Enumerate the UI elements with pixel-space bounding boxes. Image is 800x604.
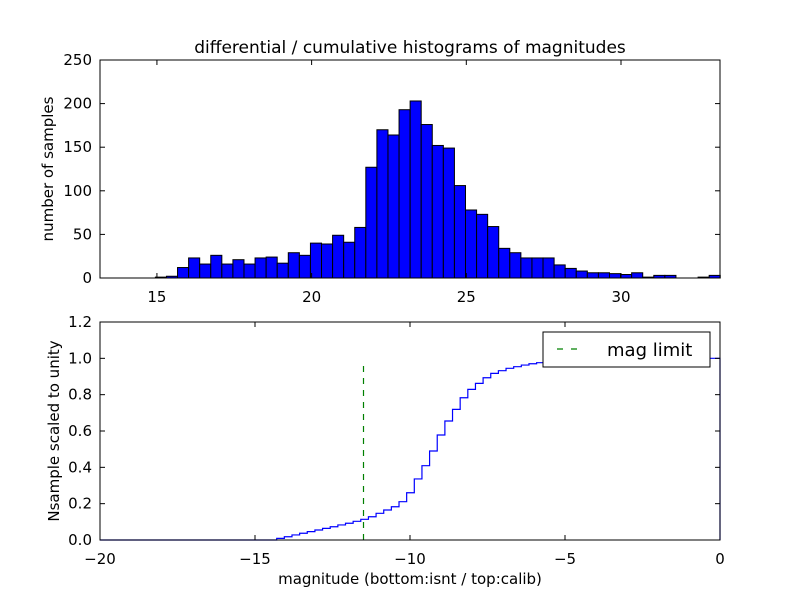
bottom-ticks: −20 −15 −10 −5 0 0.0 0.2 0.4 0.6 0.8 1.0 1.2 [68, 313, 725, 568]
x-tick-label: −20 [84, 550, 116, 568]
x-tick-label: 0 [715, 550, 725, 568]
top-ylabel: number of samples [39, 96, 57, 241]
histogram-bar [365, 166, 378, 279]
legend-label: mag limit [607, 340, 692, 361]
histogram-bar [398, 109, 411, 279]
x-tick-label: −10 [394, 550, 426, 568]
histogram-bar [332, 234, 345, 279]
y-tick-label: 0.6 [68, 422, 92, 440]
legend: mag limit [542, 331, 711, 368]
y-tick-label: 150 [63, 138, 92, 156]
y-tick-label: 200 [63, 95, 92, 113]
histogram-bar [188, 257, 201, 279]
histogram-bar [498, 247, 511, 279]
histogram-bar [177, 267, 190, 279]
histogram-bar [420, 124, 433, 279]
histogram-bar [487, 226, 500, 279]
histogram-bar [453, 185, 467, 279]
histogram-bar [509, 252, 522, 279]
histogram-bar [298, 254, 311, 279]
histogram-bar [210, 254, 223, 279]
y-tick-label: 1.0 [68, 349, 92, 367]
histogram-bar [553, 264, 566, 279]
histogram-bar [620, 274, 633, 279]
x-tick-label: 30 [611, 288, 630, 306]
histogram-bar [243, 263, 256, 279]
y-tick-label: 1.2 [68, 313, 92, 331]
x-tick-label: 20 [302, 288, 321, 306]
histogram-bar [531, 257, 544, 279]
x-tick-label: −5 [554, 550, 576, 568]
y-tick-label: 0 [82, 269, 92, 287]
histogram-bar [608, 273, 622, 279]
histogram-bar [387, 134, 400, 279]
histogram-bar [409, 100, 422, 279]
top-axes-frame [99, 59, 721, 279]
histogram-bar [354, 226, 367, 279]
histogram-bar [199, 263, 212, 279]
y-tick-label: 50 [73, 225, 92, 243]
legend-box [542, 331, 711, 368]
histogram-bar [321, 243, 334, 279]
y-tick-label: 0.4 [68, 458, 92, 476]
histogram-bar [631, 272, 644, 279]
x-tick-label: −15 [239, 550, 271, 568]
chart-title: differential / cumulative histograms of … [194, 38, 626, 58]
histogram-bars [154, 100, 721, 279]
histogram-bar [586, 272, 599, 279]
histogram-plot: 15 20 25 30 0 50 100 150 200 250 number of sample… [39, 51, 721, 306]
histogram-bar [254, 257, 267, 279]
y-tick-label: 0.0 [68, 531, 92, 549]
x-tick-label: 25 [457, 288, 476, 306]
y-tick-label: 250 [63, 51, 92, 69]
histogram-bar [520, 257, 533, 279]
histogram-bar [542, 257, 555, 279]
histogram-bar [232, 259, 245, 279]
y-tick-label: 0.2 [68, 495, 92, 513]
histogram-bar [343, 241, 356, 279]
bottom-ylabel: Nsample scaled to unity [45, 340, 63, 521]
histogram-bar [465, 209, 478, 279]
bottom-xlabel: magnitude (bottom:isnt / top:calib) [278, 570, 542, 588]
histogram-bar [431, 144, 444, 279]
histogram-bar [564, 267, 577, 279]
y-tick-label: 100 [63, 182, 92, 200]
cumulative-plot: −20 −15 −10 −5 0 0.0 0.2 0.4 0.6 0.8 1.0 1.2 magnit… [45, 313, 725, 588]
histogram-bar [276, 262, 289, 279]
histogram-bar [442, 147, 455, 279]
histogram-bar [309, 242, 323, 279]
y-tick-label: 0.8 [68, 386, 92, 404]
histogram-bar [265, 256, 278, 279]
top-ticks: 15 20 25 30 0 50 100 150 200 250 [63, 51, 720, 306]
histogram-bar [476, 213, 489, 279]
histogram-bar [287, 252, 300, 279]
histogram-bar [597, 272, 610, 279]
histogram-bar [376, 129, 389, 279]
x-tick-label: 15 [147, 288, 166, 306]
histogram-bar [221, 263, 234, 279]
histogram-bar [575, 270, 588, 279]
